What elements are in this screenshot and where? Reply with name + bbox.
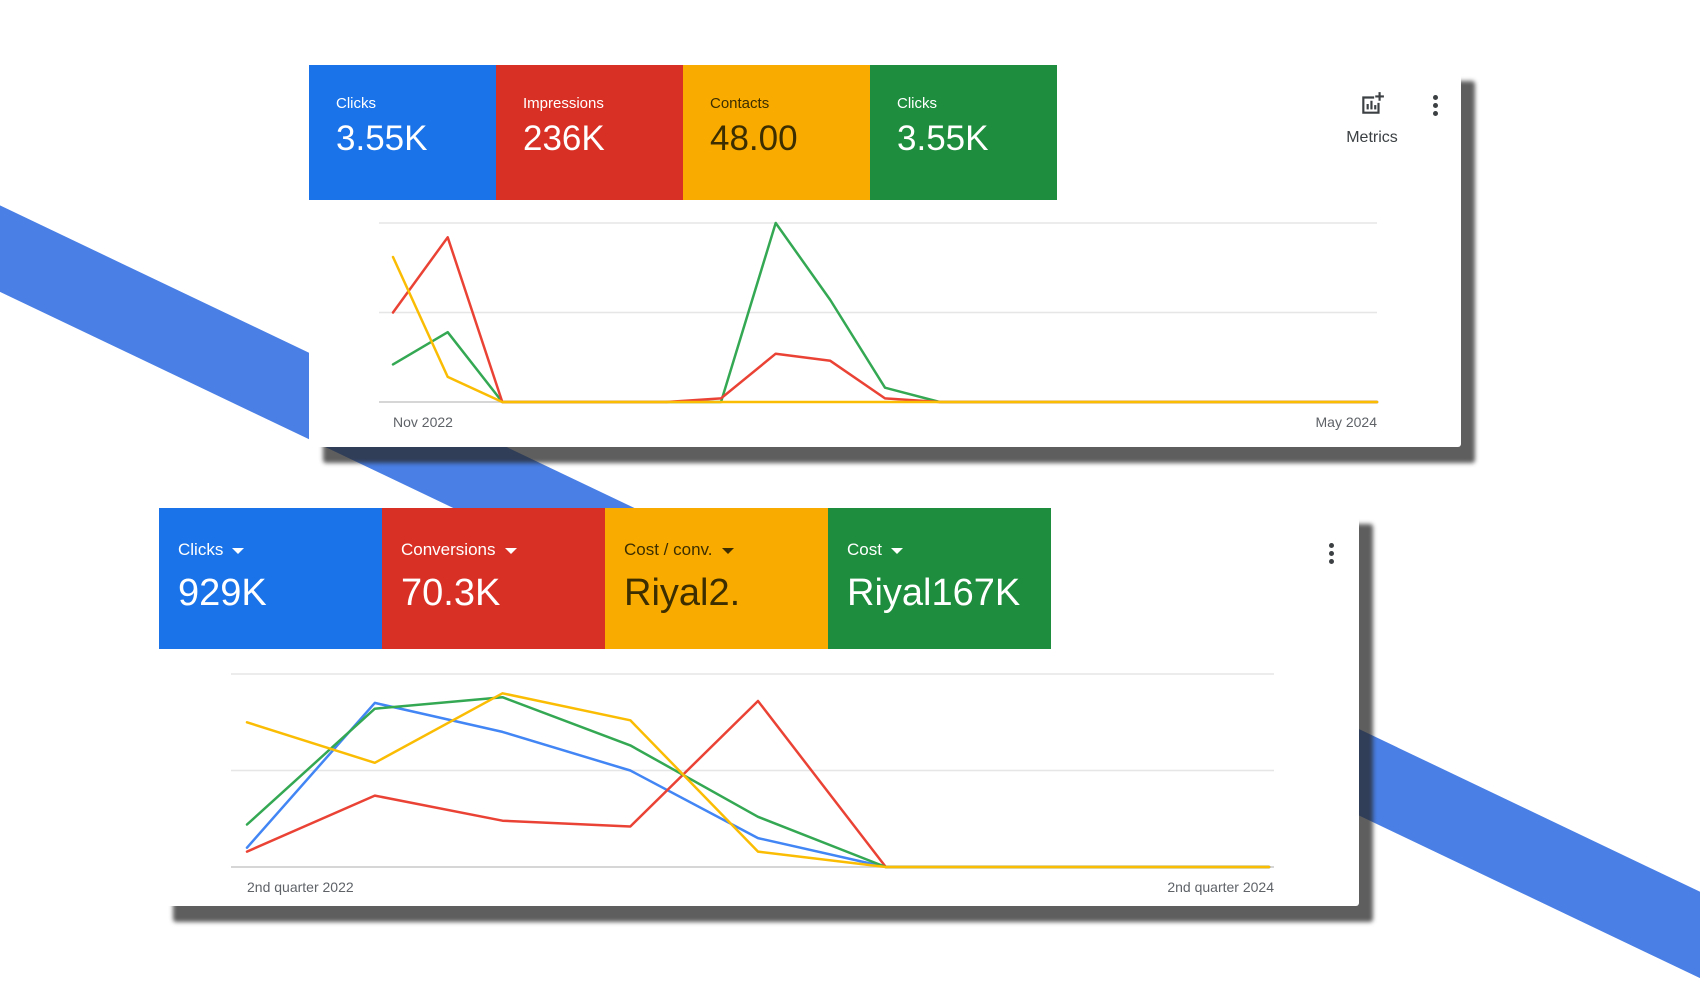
series-line-2[interactable] <box>391 236 1379 404</box>
scorecard-label-text: Clicks <box>178 540 224 559</box>
caret-down-icon <box>721 547 734 554</box>
scorecard-value: 929K <box>178 572 267 614</box>
scorecard-value: 3.55K <box>336 119 428 158</box>
scorecard-cost[interactable]: Cost Riyal167K <box>828 508 1051 649</box>
scorecard-conversions[interactable]: Conversions 70.3K <box>382 508 605 649</box>
scorecard-cost-per-conv[interactable]: Cost / conv. Riyal2. <box>605 508 828 649</box>
scorecard-label[interactable]: Cost <box>847 540 903 560</box>
scorecard-label: Clicks <box>336 95 376 112</box>
caret-down-icon <box>504 547 517 554</box>
metrics-label: Metrics <box>1346 129 1398 146</box>
scorecard-row: Clicks 3.55K Impressions 236K Contacts 4… <box>309 65 1057 200</box>
scorecard-label[interactable]: Clicks <box>178 540 245 560</box>
more-vert-icon[interactable] <box>1321 543 1341 567</box>
x-tick-label: 2nd quarter 2024 <box>1167 879 1274 895</box>
series-line-1[interactable] <box>245 701 1271 869</box>
x-tick-label: May 2024 <box>1316 414 1378 430</box>
more-vert-icon[interactable] <box>1425 95 1445 119</box>
scorecard-clicks-secondary[interactable]: Clicks 3.55K <box>870 65 1057 200</box>
line-chart-bottom: 2nd quarter 2022 2nd quarter 2024 <box>231 673 1274 895</box>
caret-down-icon <box>232 547 245 554</box>
series-line-4[interactable] <box>245 692 1271 869</box>
scorecard-value: 3.55K <box>897 119 989 158</box>
scorecard-label[interactable]: Conversions <box>401 540 517 560</box>
add-chart-icon <box>1362 92 1384 114</box>
series-line-3[interactable] <box>245 695 1271 869</box>
scorecard-clicks[interactable]: Clicks 3.55K <box>309 65 496 200</box>
decorative-stripe <box>1306 720 1700 1006</box>
scorecard-value: Riyal167K <box>847 572 1021 614</box>
scorecard-label-text: Cost / conv. <box>624 540 713 559</box>
scorecard-label-text: Cost <box>847 540 882 559</box>
scorecard-value: 48.00 <box>710 119 798 158</box>
series-line-3[interactable] <box>391 255 1379 404</box>
performance-card-bottom: Clicks 929K Conversions 70.3K Cost / con… <box>159 508 1359 906</box>
scorecard-label: Clicks <box>897 95 937 112</box>
scorecard-impressions[interactable]: Impressions 236K <box>496 65 683 200</box>
scorecard-clicks[interactable]: Clicks 929K <box>159 508 382 649</box>
scorecard-label-text: Conversions <box>401 540 496 559</box>
scorecard-label: Contacts <box>710 95 770 112</box>
scorecard-value: Riyal2. <box>624 572 741 614</box>
scorecard-label[interactable]: Cost / conv. <box>624 540 734 560</box>
metrics-button[interactable]: Metrics <box>1327 91 1417 147</box>
line-chart-top: Nov 2022 May 2024 <box>379 221 1379 430</box>
x-tick-label: Nov 2022 <box>393 414 453 430</box>
scorecard-label: Impressions <box>523 95 604 112</box>
scorecard-contacts[interactable]: Contacts 48.00 <box>683 65 870 200</box>
scorecard-row: Clicks 929K Conversions 70.3K Cost / con… <box>159 508 1051 649</box>
x-tick-label: 2nd quarter 2022 <box>247 879 354 895</box>
scorecard-value: 70.3K <box>401 572 501 614</box>
scorecard-value: 236K <box>523 119 605 158</box>
series-line-2[interactable] <box>245 699 1271 869</box>
caret-down-icon <box>890 547 903 554</box>
performance-card-top: Clicks 3.55K Impressions 236K Contacts 4… <box>309 65 1461 447</box>
